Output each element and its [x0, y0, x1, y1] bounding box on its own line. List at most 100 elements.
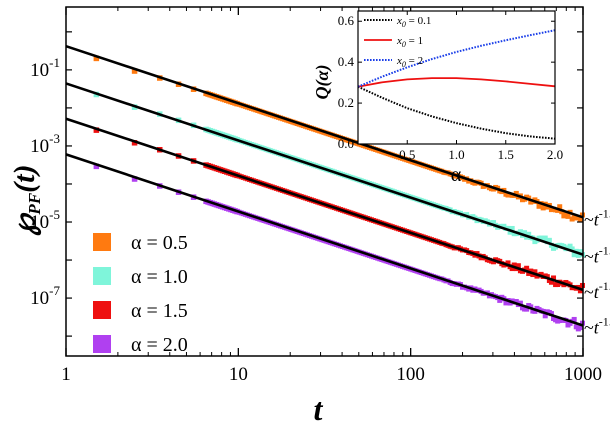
data-point — [93, 163, 100, 170]
y-tick-label: 10-5 — [30, 207, 60, 233]
legend-swatch — [93, 267, 111, 285]
data-point — [555, 207, 561, 213]
inset-y-tick-label: 0.0 — [338, 136, 354, 151]
data-point — [542, 313, 548, 319]
inset-y-title: Q(α) — [312, 65, 333, 100]
inset-x-tick-label: 1.5 — [498, 147, 514, 162]
data-point — [571, 316, 577, 322]
data-point — [526, 231, 532, 237]
fit-line-series-4 — [65, 153, 584, 327]
data-point — [509, 225, 515, 231]
data-point — [542, 235, 548, 241]
slope-label: ~t-1.5 — [584, 244, 610, 267]
y-tick-label: 10-3 — [30, 131, 60, 157]
data-point — [532, 269, 538, 275]
inset-legend: x0 = 0.1 x0 = 1 x0 = 2 — [364, 15, 431, 69]
data-point — [575, 252, 581, 258]
data-point — [544, 274, 550, 280]
data-point — [517, 229, 523, 235]
data-point — [548, 311, 554, 317]
main-plot-frame — [65, 6, 584, 357]
data-point — [571, 252, 577, 258]
y-tick-label: 10-7 — [30, 283, 60, 309]
data-point — [528, 304, 534, 310]
main-legend: α = 0.5 α = 1.0 α = 1.5 α = 2.0 — [93, 232, 188, 356]
inset-y-tick-label: 0.2 — [338, 95, 354, 110]
main-fit-lines — [65, 44, 584, 327]
x-tick-label: 100 — [396, 364, 425, 385]
inset-axes: 0.5 1.0 1.5 2.0 0.0 0.2 0.4 0.6 — [338, 11, 563, 162]
data-point — [577, 288, 583, 294]
x-axis-title: t — [314, 391, 324, 427]
data-point — [131, 68, 138, 74]
legend-label: α = 0.5 — [131, 232, 188, 254]
x-tick-label: 1000 — [564, 364, 602, 385]
fit-line-series-2 — [65, 82, 584, 256]
inset-x-tick-label: 0.5 — [399, 147, 415, 162]
data-point — [509, 266, 515, 272]
data-point — [505, 260, 511, 266]
slope-label: ~t-1.5 — [584, 315, 610, 338]
data-point — [575, 214, 581, 220]
data-point — [567, 243, 573, 249]
data-point — [93, 55, 100, 62]
inset-legend-label: x0 = 2 — [396, 55, 423, 69]
data-point — [464, 212, 470, 218]
data-point — [511, 262, 517, 268]
data-point — [517, 300, 523, 306]
inset-y-tick-label: 0.6 — [338, 13, 355, 28]
data-point — [513, 299, 519, 305]
data-point — [491, 220, 497, 226]
data-point — [577, 249, 583, 255]
inset-line-series-2 — [357, 77, 556, 88]
inset-x-tick-label: 1.0 — [448, 147, 464, 162]
data-point — [93, 127, 100, 133]
main-axes: 1 10 100 1000 10-1 10-3 10-5 10-7 — [30, 7, 602, 385]
y-axis-title: ℘PF(t) — [8, 165, 44, 237]
slope-label: ~t-1.5 — [584, 206, 610, 229]
data-point — [540, 205, 546, 211]
data-point — [559, 209, 565, 215]
inset-y-tick-label: 0.4 — [338, 54, 355, 69]
legend-swatch — [93, 301, 111, 319]
data-point — [569, 246, 575, 252]
inset-x-tick-label: 2.0 — [547, 147, 563, 162]
inset-legend-label: x0 = 0.1 — [396, 15, 431, 29]
legend-swatch — [93, 233, 111, 251]
legend-label: α = 1.0 — [131, 266, 188, 288]
data-point — [131, 176, 138, 182]
inset-line-series-3 — [357, 29, 556, 88]
data-point — [577, 325, 583, 331]
slope-labels: ~t-1.5 ~t-1.5 ~t-1.5 ~t-1.5 — [584, 206, 610, 337]
data-point — [551, 275, 557, 281]
data-point — [577, 217, 583, 223]
inset-legend-label: x0 = 1 — [396, 35, 423, 49]
svg-text:Q(α): Q(α) — [312, 65, 333, 100]
inset-lines — [357, 29, 556, 140]
data-point — [524, 265, 530, 271]
data-point — [507, 229, 513, 235]
y-tick-label: 10-1 — [30, 55, 60, 81]
x-tick-label: 1 — [61, 364, 71, 385]
data-point — [546, 237, 552, 243]
data-point — [513, 190, 519, 196]
x-tick-label: 10 — [229, 364, 248, 385]
slope-label: ~t-1.5 — [584, 279, 610, 302]
legend-label: α = 1.5 — [131, 300, 188, 322]
data-point — [536, 203, 542, 209]
inset-line-series-1 — [357, 85, 556, 140]
legend-swatch — [93, 335, 111, 353]
data-point — [528, 268, 534, 274]
data-point — [131, 140, 138, 146]
inset-x-title: α — [451, 164, 462, 186]
data-point — [548, 279, 554, 285]
legend-label: α = 2.0 — [131, 334, 188, 356]
data-point — [565, 213, 571, 219]
svg-text:℘PF(t): ℘PF(t) — [8, 165, 44, 237]
data-point — [532, 308, 538, 314]
data-point — [524, 306, 530, 312]
data-point — [557, 204, 563, 210]
fit-line-series-1 — [65, 44, 584, 219]
fit-line-series-3 — [65, 117, 584, 292]
data-point — [522, 230, 528, 236]
